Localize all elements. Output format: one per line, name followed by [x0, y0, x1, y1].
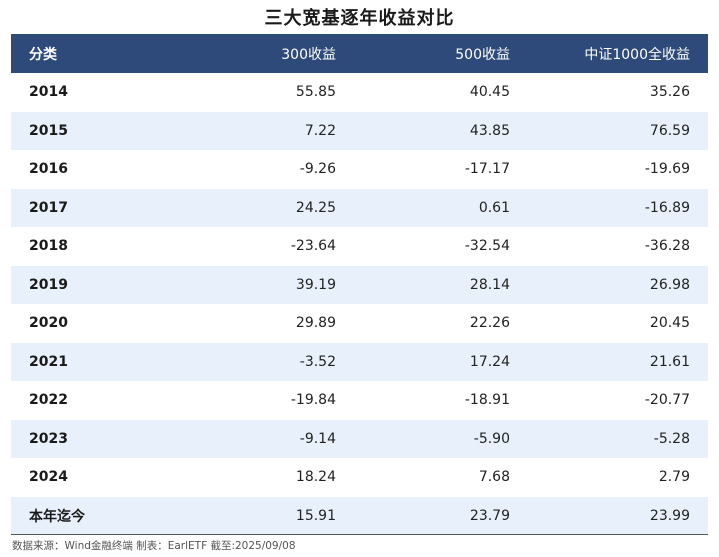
cell-500-return: 17.24	[469, 353, 510, 370]
table-row: 2018 -23.64 -32.54 -36.28	[11, 227, 708, 266]
cell-500-return: -17.17	[464, 161, 510, 178]
cell-300-return: 39.19	[295, 276, 336, 293]
cell-category: 2022	[29, 392, 68, 409]
cell-300-return: 18.24	[295, 469, 336, 486]
header-300-return: 300收益	[281, 46, 336, 63]
cell-category: 2024	[29, 469, 68, 486]
cell-1000-return: 23.99	[649, 507, 690, 524]
cell-1000-return: -5.28	[653, 430, 690, 447]
cell-300-return: 24.25	[295, 199, 336, 216]
cell-500-return: 40.45	[469, 84, 510, 101]
cell-300-return: 29.89	[295, 315, 336, 332]
cell-category: 2020	[29, 315, 68, 332]
cell-1000-return: -36.28	[644, 238, 690, 255]
table-row: 2014 55.85 40.45 35.26	[11, 73, 708, 112]
table-row: 2021 -3.52 17.24 21.61	[11, 342, 708, 381]
cell-500-return: 43.85	[469, 122, 510, 139]
cell-category: 2018	[29, 238, 68, 255]
cell-300-return: -3.52	[299, 353, 336, 370]
cell-500-return: -18.91	[464, 392, 510, 409]
source-note: 数据来源：Wind金融终端 制表：EarlETF 截至:2025/09/08	[12, 540, 296, 552]
cell-category: 本年迄今	[29, 508, 85, 525]
header-500-return: 500收益	[455, 46, 510, 63]
table-row: 2023 -9.14 -5.90 -5.28	[11, 419, 708, 458]
cell-category: 2017	[29, 199, 68, 216]
cell-1000-return: 20.45	[649, 315, 690, 332]
cell-500-return: 22.26	[469, 315, 510, 332]
table-row: 2024 18.24 7.68 2.79	[11, 458, 708, 497]
table-row: 2016 -9.26 -17.17 -19.69	[11, 150, 708, 189]
cell-500-return: 7.68	[478, 469, 510, 486]
table-bottom-rule	[11, 534, 708, 535]
cell-300-return: -9.26	[299, 161, 336, 178]
cell-500-return: 0.61	[478, 199, 510, 216]
cell-1000-return: 21.61	[649, 353, 690, 370]
table-row: 2015 7.22 43.85 76.59	[11, 111, 708, 150]
table-row: 2022 -19.84 -18.91 -20.77	[11, 381, 708, 420]
header-1000-return: 中证1000全收益	[584, 46, 690, 63]
table-header-row: 分类 300收益 500收益 中证1000全收益	[11, 34, 708, 73]
table-row: 本年迄今 15.91 23.79 23.99	[11, 496, 708, 535]
table-body: 2014 55.85 40.45 35.26 2015 7.22 43.85 76.59 201…	[11, 73, 708, 535]
cell-300-return: 15.91	[295, 507, 336, 524]
cell-1000-return: 26.98	[649, 276, 690, 293]
cell-500-return: -32.54	[464, 238, 510, 255]
cell-500-return: 23.79	[469, 507, 510, 524]
cell-category: 2014	[29, 84, 68, 101]
cell-500-return: -5.90	[473, 430, 510, 447]
header-category: 分类	[29, 46, 57, 63]
table-row: 2017 24.25 0.61 -16.89	[11, 188, 708, 227]
cell-1000-return: 76.59	[649, 122, 690, 139]
table-title: 三大宽基逐年收益对比	[264, 8, 455, 29]
table-row: 2020 29.89 22.26 20.45	[11, 304, 708, 343]
cell-300-return: 7.22	[304, 122, 336, 139]
cell-category: 2023	[29, 430, 68, 447]
cell-category: 2016	[29, 161, 68, 178]
cell-300-return: -19.84	[290, 392, 336, 409]
cell-300-return: -9.14	[299, 430, 336, 447]
cell-500-return: 28.14	[469, 276, 510, 293]
cell-1000-return: -19.69	[644, 161, 690, 178]
cell-1000-return: 35.26	[649, 84, 690, 101]
cell-category: 2019	[29, 276, 68, 293]
cell-300-return: 55.85	[295, 84, 336, 101]
cell-category: 2015	[29, 122, 68, 139]
cell-category: 2021	[29, 353, 68, 370]
cell-1000-return: 2.79	[658, 469, 690, 486]
cell-1000-return: -20.77	[644, 392, 690, 409]
cell-300-return: -23.64	[290, 238, 336, 255]
returns-table: 分类 300收益 500收益 中证1000全收益 2014 55.85 40.45 3…	[11, 34, 708, 535]
table-row: 2019 39.19 28.14 26.98	[11, 265, 708, 304]
cell-1000-return: -16.89	[644, 199, 690, 216]
